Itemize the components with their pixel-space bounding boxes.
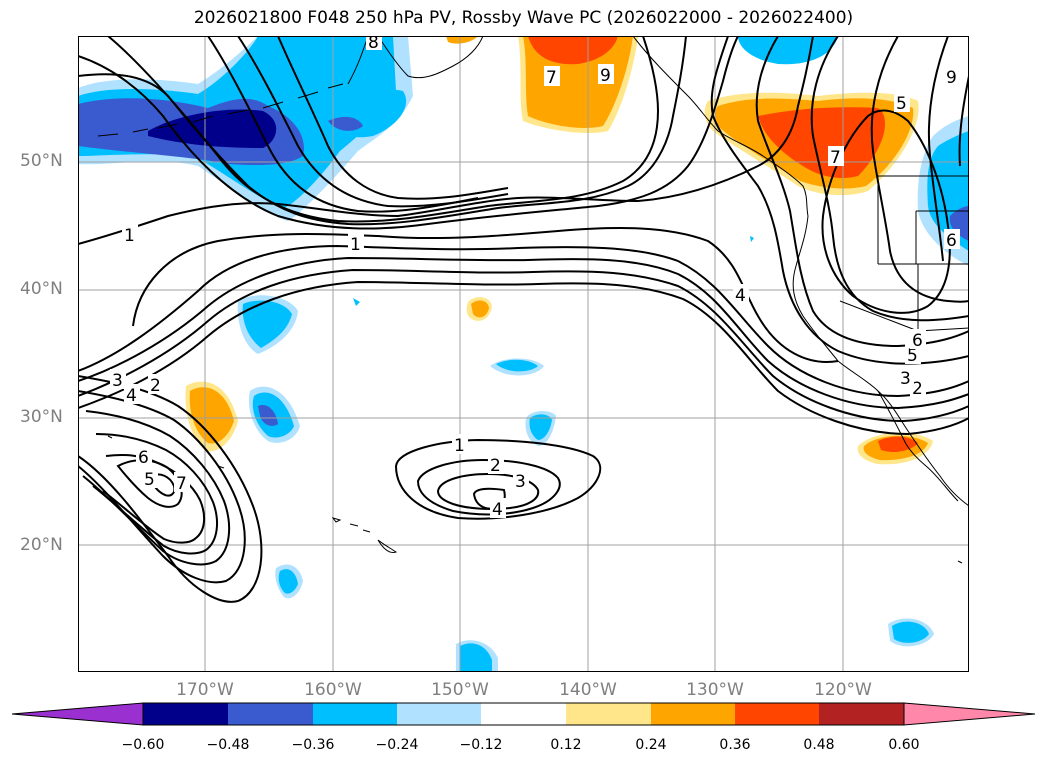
pos-blob-topcenter (446, 36, 478, 44)
svg-text:3: 3 (900, 369, 911, 389)
lat-label-50n: 50°N (20, 151, 63, 171)
contour-10 (237, 36, 509, 208)
high-c1 (394, 438, 602, 520)
svg-text:5: 5 (907, 346, 918, 366)
contour-9 (207, 36, 479, 213)
mexico-coast (925, 465, 959, 502)
svg-text:8: 8 (368, 36, 379, 53)
colorbar-swatch-9 (819, 703, 904, 725)
us-west-coast (792, 215, 969, 507)
neg-blob-tiny (353, 298, 360, 306)
lat-label-40n: 40°N (20, 279, 63, 299)
svg-text:4: 4 (492, 500, 503, 520)
colorbar (11, 702, 1036, 726)
contour-5-central (78, 280, 969, 436)
colorbar-tick-4: −0.24 (375, 737, 419, 753)
lon-label-170w: 170°W (176, 680, 234, 700)
colorbar-tick-1: −0.60 (121, 737, 165, 753)
svg-text:2: 2 (150, 376, 161, 396)
colorbar-swatch-4 (397, 703, 481, 725)
ridge-e4 (870, 36, 969, 303)
ridge-e6 (958, 75, 969, 167)
svg-text:3: 3 (112, 371, 123, 391)
colorbar-swatch-7 (651, 703, 735, 725)
contour-3-central (78, 256, 969, 410)
colorbar-tick-3: −0.36 (291, 737, 335, 753)
neg-blob-ne (738, 36, 838, 65)
svg-text:6: 6 (912, 331, 923, 351)
svg-text:6: 6 (946, 231, 957, 251)
svg-text:1: 1 (124, 226, 135, 246)
colorbar-swatch-2 (228, 703, 313, 725)
svg-text:2: 2 (912, 379, 923, 399)
svg-text:1: 1 (454, 436, 465, 456)
svg-text:1: 1 (350, 235, 361, 255)
contour-4-central (78, 268, 969, 423)
lon-label-130w: 130°W (686, 680, 744, 700)
ridge-inner (821, 109, 951, 314)
svg-text:3: 3 (515, 472, 526, 492)
colorbar-extend-high (903, 702, 1036, 726)
svg-text:2: 2 (490, 456, 501, 476)
hawaii-islands (331, 517, 398, 553)
swirl-2 (78, 390, 246, 584)
colorbar-swatch-1 (143, 703, 228, 725)
contour-6 (78, 36, 739, 230)
svg-text:9: 9 (600, 66, 611, 86)
ridge-e5 (927, 36, 949, 262)
lon-label-140w: 140°W (559, 680, 617, 700)
aleutian-islands (97, 83, 344, 137)
baja-peninsula (877, 390, 927, 467)
svg-text:7: 7 (546, 68, 557, 88)
colorbar-tick-10: 0.60 (888, 737, 920, 753)
lat-label-20n: 20°N (20, 535, 63, 555)
map-title: 2026021800 F048 250 hPa PV, Rossby Wave … (193, 8, 854, 28)
swirl-3 (82, 410, 231, 566)
svg-text:6: 6 (138, 448, 149, 468)
colorbar-swatch-5 (481, 703, 566, 725)
high-c3 (436, 472, 540, 510)
colorbar-tick-8: 0.36 (719, 737, 751, 753)
svg-text:5: 5 (144, 470, 155, 490)
colorbar-swatch-8 (735, 703, 819, 725)
contour-2-central (78, 244, 969, 398)
contour-11 (277, 36, 509, 200)
ridge-e3 (810, 36, 969, 322)
svg-text:5: 5 (896, 94, 907, 114)
colorbar-swatch-6 (566, 703, 651, 725)
colorbar-tick-2: −0.48 (206, 737, 250, 753)
colorbar-tick-9: 0.48 (803, 737, 835, 753)
lon-label-160w: 160°W (304, 680, 362, 700)
colorbar-tick-6: 0.12 (550, 737, 582, 753)
high-c2 (416, 458, 561, 516)
colorbar-swatch-3 (313, 703, 397, 725)
map-canvas: 1 1 2 3 4 5 6 7 8 9 1 2 3 4 4 5 6 2 3 (78, 36, 969, 672)
bc-coast (632, 36, 809, 217)
svg-text:7: 7 (830, 148, 841, 168)
colorbar-tick-7: 0.24 (635, 737, 667, 753)
contour-labels: 1 1 2 3 4 5 6 7 8 9 1 2 3 4 4 5 6 2 3 (110, 36, 960, 520)
swirl-6 (116, 459, 183, 508)
lon-label-150w: 150°W (431, 680, 489, 700)
svg-text:4: 4 (735, 286, 746, 306)
lat-label-30n: 30°N (20, 407, 63, 427)
ridge-e1 (710, 36, 969, 365)
swirl-4 (92, 433, 219, 555)
svg-text:4: 4 (126, 386, 137, 406)
lon-label-120w: 120°W (814, 680, 872, 700)
contour-7 (107, 36, 660, 223)
colorbar-extend-low (11, 702, 144, 726)
map-plot-area[interactable]: 1 1 2 3 4 5 6 7 8 9 1 2 3 4 4 5 6 2 3 (78, 36, 969, 672)
ridge-e2 (755, 36, 969, 348)
svg-text:7: 7 (176, 474, 187, 494)
colorbar-tick-5: −0.12 (459, 737, 503, 753)
svg-text:9: 9 (946, 68, 957, 88)
contour-1-north (78, 36, 814, 245)
rossby-wave-contours (78, 36, 969, 603)
contour-1-central (132, 227, 839, 363)
